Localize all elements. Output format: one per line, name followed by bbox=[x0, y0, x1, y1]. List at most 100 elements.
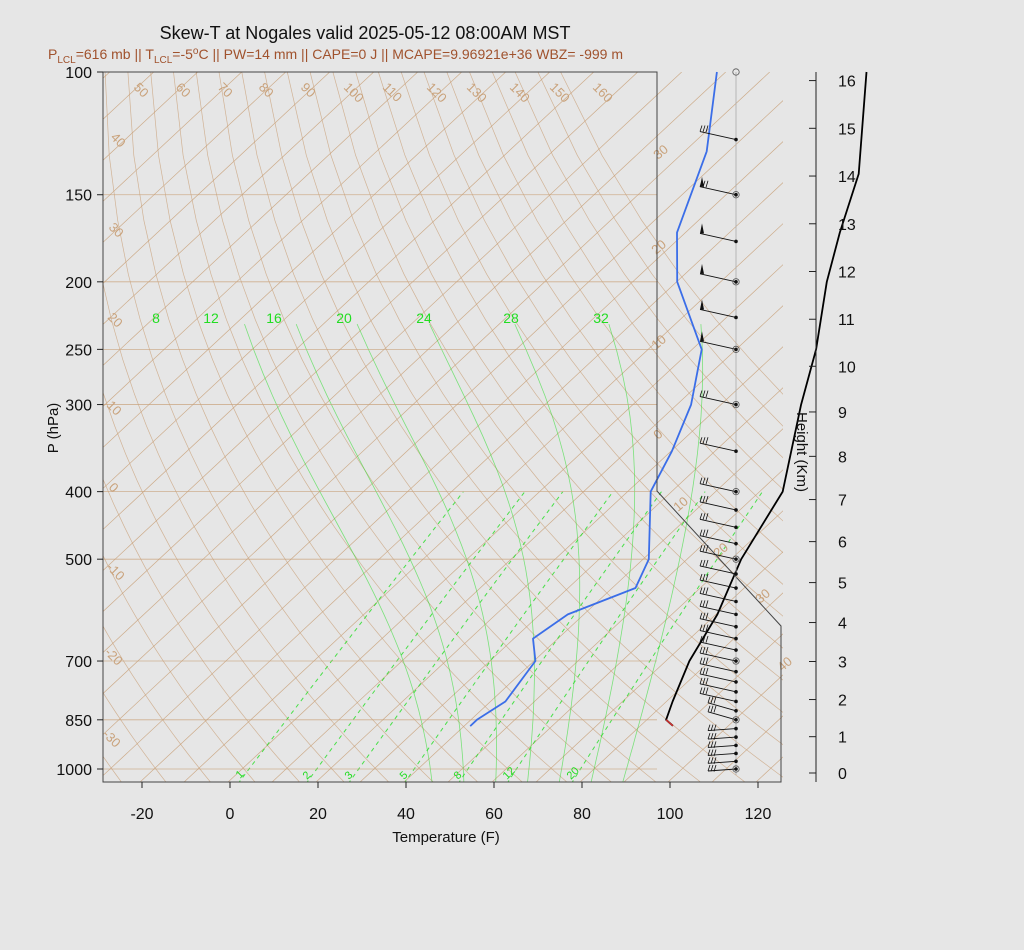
dry-adiabat bbox=[103, 691, 167, 782]
barb-flag bbox=[705, 687, 709, 695]
isotherm-label: 150 bbox=[547, 80, 573, 106]
p-tick-label: 250 bbox=[65, 342, 92, 359]
barb-pennant bbox=[700, 223, 704, 234]
dry-adiabat bbox=[104, 72, 434, 782]
dry-adiabat bbox=[195, 72, 612, 782]
isotherm-line bbox=[103, 72, 682, 612]
x-tick-label: 80 bbox=[573, 806, 591, 823]
mixing-ratio-line bbox=[238, 491, 464, 782]
mixing-ratio-label: 8 bbox=[152, 310, 160, 326]
moist-adiabat bbox=[514, 323, 581, 782]
temperature-line bbox=[665, 71, 868, 727]
barb-dot bbox=[734, 648, 738, 652]
dry-adiabat bbox=[332, 72, 783, 713]
barb-flag bbox=[710, 757, 714, 764]
height-tick-label: 7 bbox=[838, 493, 847, 510]
wind-barb bbox=[699, 535, 737, 545]
barb-ring bbox=[732, 191, 740, 199]
isotherm-label: 160 bbox=[590, 80, 616, 106]
mixing-ratio-labels: 8 12 16 20 24 28 321 2 3 5 8 12 20 bbox=[152, 310, 609, 782]
barb-flag bbox=[705, 635, 709, 643]
isotherm-line bbox=[103, 72, 198, 161]
isotherm-line bbox=[139, 182, 783, 782]
barb-flag bbox=[707, 757, 711, 764]
barb-flag bbox=[702, 657, 706, 665]
barb-flag bbox=[705, 612, 709, 620]
height-tick-label: 2 bbox=[838, 693, 847, 710]
barb-pennant bbox=[700, 331, 704, 342]
dry-adiabat bbox=[514, 72, 783, 459]
barb-flag bbox=[702, 600, 706, 607]
wind-barb bbox=[699, 593, 737, 602]
barb-ring bbox=[732, 400, 740, 409]
isotherm-line bbox=[535, 551, 783, 782]
wind-barb bbox=[707, 744, 737, 748]
height-tick-label: 6 bbox=[838, 535, 847, 552]
barb-flag bbox=[702, 624, 706, 632]
dry-adiabat bbox=[127, 72, 479, 782]
isotherm-line bbox=[491, 510, 783, 782]
isotherm-line bbox=[103, 72, 506, 448]
barb-flag bbox=[699, 635, 703, 643]
barb-flag bbox=[699, 646, 703, 654]
barb-dot bbox=[734, 612, 738, 617]
barb-pennant bbox=[700, 176, 704, 187]
x-axis-label: Temperature (F) bbox=[392, 829, 500, 846]
barb-dot bbox=[734, 669, 738, 674]
barb-dot bbox=[734, 726, 738, 731]
plot-border bbox=[102, 71, 782, 783]
dry-adiabat bbox=[103, 478, 300, 782]
barb-dot bbox=[734, 541, 738, 546]
barb-flag bbox=[713, 724, 717, 732]
isotherm-line bbox=[103, 72, 374, 325]
barb-flag bbox=[699, 657, 703, 664]
barb-flag bbox=[705, 477, 709, 485]
mixing-ratio-grid bbox=[238, 323, 763, 782]
barb-dot bbox=[734, 137, 738, 142]
barb-flag bbox=[699, 513, 703, 520]
p-tick-label: 150 bbox=[65, 188, 92, 205]
wind-barb bbox=[699, 579, 737, 589]
barb-dot bbox=[734, 508, 738, 512]
isotherm-line bbox=[103, 72, 242, 202]
barb-flag bbox=[699, 667, 703, 675]
wind-barbs bbox=[699, 68, 740, 775]
x-tick-label: 40 bbox=[397, 806, 415, 823]
wind-barb bbox=[699, 483, 737, 493]
barb-ring bbox=[732, 278, 740, 286]
barb-flag bbox=[705, 495, 709, 503]
isotherm-label: 30 bbox=[752, 586, 773, 607]
barb-flag bbox=[699, 624, 703, 631]
p-tick-label: 850 bbox=[65, 713, 92, 730]
wind-barb bbox=[699, 630, 737, 640]
isotherm-label: 130 bbox=[464, 80, 490, 106]
barb-dot bbox=[734, 680, 738, 684]
wind-barb bbox=[699, 550, 737, 560]
barb-flag bbox=[705, 125, 709, 133]
barb-flag bbox=[702, 677, 706, 685]
isotherm-line bbox=[103, 72, 330, 284]
isotherm-line bbox=[227, 264, 783, 782]
barb-ring bbox=[732, 68, 740, 76]
chart-subtitle: PLCL=616 mb || TLCL=-5oC || PW=14 mm || … bbox=[48, 46, 623, 66]
isotherm-line bbox=[183, 223, 783, 782]
wind-barb bbox=[707, 736, 737, 740]
dry-adiabat bbox=[286, 72, 783, 778]
barb-flag bbox=[702, 529, 706, 537]
height-tick-label: 3 bbox=[838, 655, 847, 672]
isotherm-line bbox=[711, 715, 783, 782]
isotherm-label: 110 bbox=[380, 80, 405, 105]
isotherm-labels: 50 60 70 80 90 100 110 120 130 140 150 160403020100… bbox=[100, 80, 795, 751]
mixing-ratio-line bbox=[348, 491, 564, 782]
isotherm-label: 10 bbox=[104, 398, 125, 419]
barb-flag bbox=[713, 764, 717, 772]
barb-flag bbox=[699, 612, 703, 619]
height-tick-label: 11 bbox=[838, 312, 855, 329]
x-tick-label: 0 bbox=[226, 806, 235, 823]
dry-adiabat bbox=[103, 554, 256, 782]
pressure-axis-ticks: 100 150 200 250 300 400 500 700 850 1000 bbox=[56, 65, 103, 779]
barb-flag bbox=[705, 646, 709, 654]
barb-dot bbox=[734, 599, 738, 604]
barb-flag bbox=[707, 741, 711, 748]
mixing-ratio-label: 5 bbox=[398, 769, 411, 782]
